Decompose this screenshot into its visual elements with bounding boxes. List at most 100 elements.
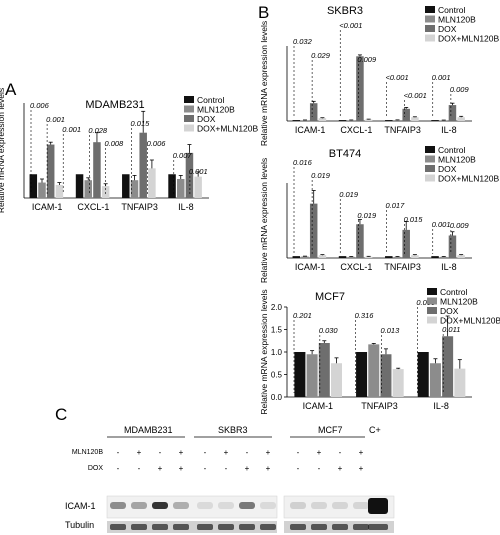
bar [402, 229, 410, 258]
blot-membrane-tubulin-1 [107, 521, 277, 533]
bar [139, 132, 147, 198]
blot-band-icam [353, 502, 369, 509]
blot-band-icam [110, 502, 126, 509]
legend-label: DOX [438, 24, 457, 34]
y-tick-label: 2.0 [271, 303, 283, 312]
legend-swatch [425, 146, 435, 153]
p-value-label: 0.001 [432, 220, 451, 229]
blot-sign-dox: + [245, 464, 250, 473]
y-tick-label: 1.5 [271, 326, 283, 335]
legend-swatch [184, 105, 194, 113]
x-tick-label: IL-8 [178, 202, 194, 212]
blot-sign-mln: - [117, 448, 120, 457]
blot-bands [110, 498, 388, 530]
x-tick-label: TNFAIP3 [121, 202, 158, 212]
blot-signs: - - + - - + + + - - + - - + + + - - + - - + + + [117, 448, 364, 473]
blot-band-icam [152, 502, 168, 509]
bar [417, 352, 429, 397]
legend-swatch [425, 25, 435, 32]
blot-band-tubulin [152, 524, 168, 530]
blot-band-icam [311, 502, 327, 509]
blot-row-label-mln: MLN120B [72, 449, 103, 456]
y-tick-label: 1.0 [271, 348, 283, 357]
bar [309, 203, 318, 258]
p-value-label: 0.001 [62, 125, 81, 134]
legend-label: DOX [438, 164, 457, 174]
blot-sign-mln: + [266, 448, 271, 457]
blot-band-icam [332, 502, 348, 509]
legend-label: MLN120B [440, 297, 478, 307]
blot-sign-mln: - [297, 448, 300, 457]
bar [347, 256, 355, 258]
blot-band-label-icam: ICAM-1 [65, 501, 96, 511]
p-value-label: 0.013 [381, 326, 401, 335]
bar [130, 180, 139, 198]
p-value-label: 0.028 [88, 126, 108, 135]
blot-sign-mln: + [179, 448, 184, 457]
legend-label: DOX+MLN120B [440, 316, 500, 326]
p-value-label: 0.011 [442, 325, 460, 334]
blot-band-icam [218, 502, 234, 509]
chart-skbr3: SKBR3 Relative mRNA expression levels ICAM… [259, 5, 500, 146]
bar [338, 120, 347, 121]
panel-label-b: B [258, 3, 269, 22]
blot-sign-mln: + [359, 448, 364, 457]
p-value-label: <0.001 [386, 73, 409, 82]
bar [385, 256, 393, 258]
legend-swatch [425, 15, 435, 23]
blot-band-icam [197, 502, 213, 509]
chart-mcf7: MCF7 Relative mRNA expression levels 0.0 0.… [259, 287, 500, 415]
y-axis-label: Relative mRNA expression levels [259, 289, 269, 414]
blot-sign-dox: + [338, 464, 343, 473]
x-tick-label: CXCL-1 [77, 202, 109, 212]
p-value-label: 0.009 [357, 55, 377, 64]
bar [380, 354, 392, 397]
legend-label: Control [440, 287, 468, 297]
legend-swatch [184, 115, 194, 122]
legend-label: DOX+MLN120B [438, 34, 500, 44]
p-value-label: 0.016 [293, 158, 313, 167]
blot-band-tubulin [353, 524, 369, 530]
blot-band-label-tubulin: Tubulin [65, 520, 94, 530]
bar [364, 256, 373, 258]
blot-band-icam [173, 502, 189, 509]
bar [292, 120, 301, 121]
p-value-label: 0.316 [355, 311, 375, 320]
bar [429, 363, 441, 397]
blot-membrane-icam-2 [283, 495, 395, 519]
blot-band-icam [260, 502, 276, 509]
bar [392, 369, 404, 397]
blot-sign-dox: - [138, 464, 141, 473]
blot-band-icam-positive [368, 498, 388, 514]
bar [294, 352, 306, 397]
blot-sign-dox: + [179, 464, 184, 473]
bar [448, 105, 457, 121]
legend-swatch [425, 6, 435, 13]
x-tick-label: TNFAIP3 [384, 262, 421, 272]
x-tick-label: ICAM-1 [32, 202, 63, 212]
bar [292, 256, 301, 258]
y-tick-label: 0.0 [271, 393, 283, 402]
p-value-label: 0.029 [311, 51, 331, 60]
legend-label: DOX [197, 114, 216, 124]
blot-group-mdamb231: MDAMB231 [124, 425, 173, 435]
legend-label: MLN120B [438, 15, 476, 25]
blot-band-tubulin-positive [368, 524, 388, 530]
bar [393, 120, 402, 121]
chart-bt474: BT474 Relative mRNA expression levels ICAM… [259, 145, 500, 283]
blot-sign-mln: - [339, 448, 342, 457]
bar [301, 256, 309, 258]
blot-band-tubulin [173, 524, 189, 530]
bar [168, 174, 176, 198]
bar [306, 354, 318, 397]
p-value-label: 0.019 [311, 171, 331, 180]
blot-band-tubulin [110, 524, 126, 530]
x-tick-label: IL-8 [441, 262, 457, 272]
x-tick-label: IL-8 [433, 401, 449, 411]
legend-label: DOX+MLN120B [197, 124, 259, 134]
p-value-label: 0.001 [189, 167, 208, 176]
p-value-label: <0.001 [404, 91, 427, 100]
p-value-label: <0.001 [339, 21, 362, 30]
p-value-label: 0.017 [386, 201, 406, 210]
bar [148, 168, 156, 198]
